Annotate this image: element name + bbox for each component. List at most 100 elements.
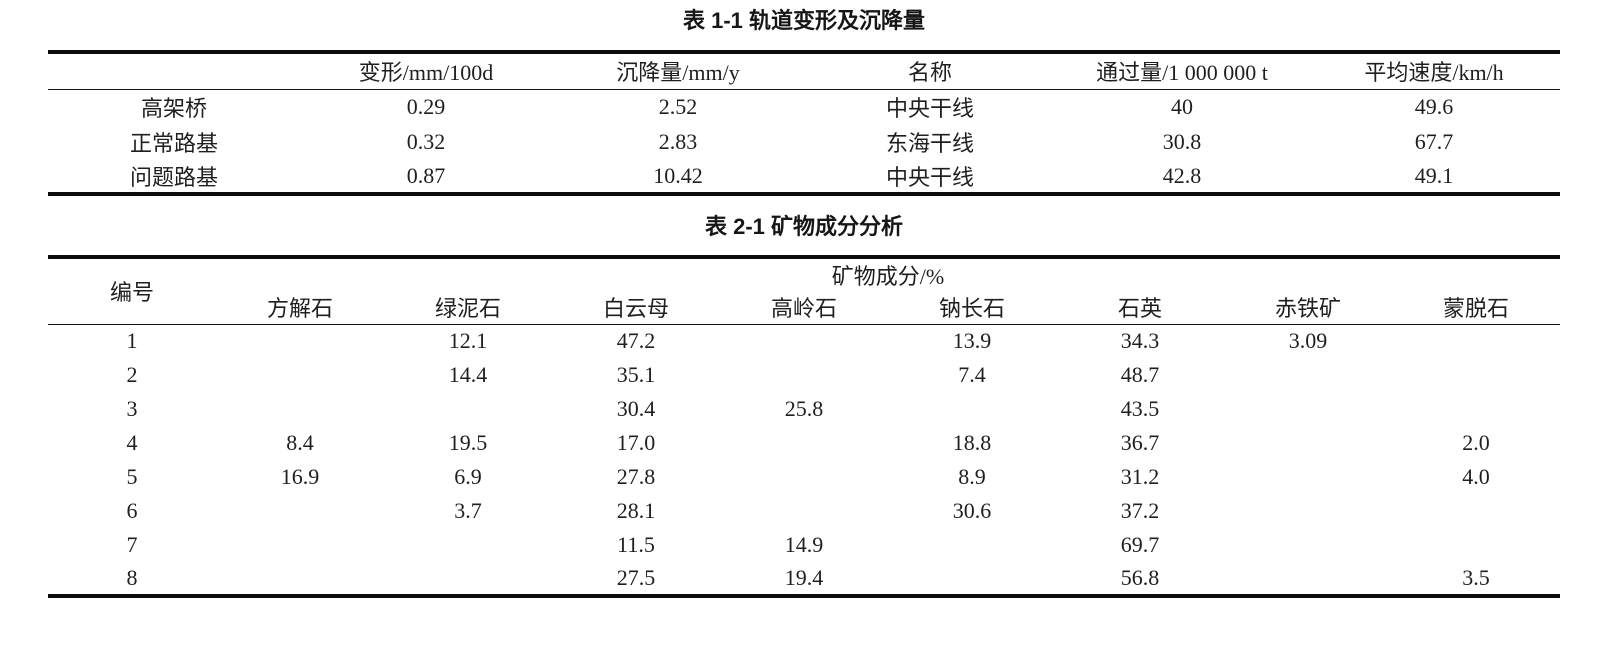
table-cell: 中央干线 [885, 164, 974, 190]
table-cell: 8.9 [958, 464, 986, 489]
table-cell: 48.7 [1120, 362, 1160, 387]
table-row: 4 8.4 19.5 17.0 18.8 36.7 2.0 [48, 426, 1560, 460]
table-cell: 18.8 [952, 430, 992, 455]
table-cell [720, 324, 888, 358]
table1: 变形/mm/100d 沉降量/mm/y 名称 通过量/1 000 000 t 平… [48, 50, 1560, 196]
table-row: 2 14.4 35.1 7.4 48.7 [48, 358, 1560, 392]
table-cell [1224, 426, 1392, 460]
table-cell: 49.1 [1414, 162, 1454, 188]
table2-header-mineral-row: 方解石 绿泥石 白云母 高岭石 钠长石 石英 赤铁矿 蒙脱石 [48, 291, 1560, 325]
table-cell: 35.1 [616, 362, 656, 387]
column-header-rowlabel [48, 52, 300, 90]
table-cell [888, 528, 1056, 562]
table-cell [384, 562, 552, 596]
table-cell: 37.2 [1120, 498, 1160, 523]
table-cell [720, 460, 888, 494]
column-header-avg-speed: 平均速度/km/h [1308, 52, 1560, 90]
table-cell: 69.7 [1120, 532, 1160, 557]
column-header-throughput: 通过量/1 000 000 t [1056, 52, 1308, 90]
column-header-calcite: 方解石 [216, 291, 384, 325]
table1-body: 高架桥 0.29 2.52 中央干线 40 49.6 正常路基 0.32 2.83 东海干线 30.… [48, 89, 1560, 194]
table-row: 问题路基 0.87 10.42 中央干线 42.8 49.1 [48, 159, 1560, 194]
column-header-name: 名称 [804, 52, 1056, 90]
table-cell: 10.42 [653, 162, 703, 188]
table-cell: 中央干线 [885, 95, 974, 121]
table-cell [1392, 392, 1560, 426]
table-cell: 问题路基 [129, 164, 218, 190]
table-cell [888, 562, 1056, 596]
table-cell: 7 [126, 532, 138, 557]
table-cell [888, 392, 1056, 426]
table-cell [216, 358, 384, 392]
column-header-muscovite: 白云母 [552, 291, 720, 325]
table1-title: 表 1-1 轨道变形及沉降量 [682, 8, 926, 33]
table-cell: 14.9 [784, 532, 824, 557]
column-header-quartz: 石英 [1056, 291, 1224, 325]
table-cell: 4.0 [1462, 464, 1490, 489]
table-row: 3 30.4 25.8 43.5 [48, 392, 1560, 426]
table-cell: 2.83 [658, 128, 698, 154]
table-cell [384, 528, 552, 562]
table-cell [216, 392, 384, 426]
table-cell: 高架桥 [140, 95, 207, 121]
table2-body: 1 12.1 47.2 13.9 34.3 3.09 2 14.4 35.1 7.4 48.7 3 30… [48, 324, 1560, 596]
column-header-hematite: 赤铁矿 [1224, 291, 1392, 325]
table-cell: 2 [126, 362, 138, 387]
table-cell: 16.9 [280, 464, 320, 489]
table-row: 高架桥 0.29 2.52 中央干线 40 49.6 [48, 89, 1560, 124]
table-cell: 19.5 [448, 430, 488, 455]
table-cell: 25.8 [784, 396, 824, 421]
table-row: 6 3.7 28.1 30.6 37.2 [48, 494, 1560, 528]
table-cell: 2.52 [658, 93, 698, 119]
table-row: 7 11.5 14.9 69.7 [48, 528, 1560, 562]
table-cell: 8 [126, 565, 138, 590]
table-cell: 11.5 [617, 532, 655, 557]
table-cell: 东海干线 [885, 130, 974, 156]
table-cell: 14.4 [448, 362, 488, 387]
table-cell [1392, 358, 1560, 392]
column-header-settlement: 沉降量/mm/y [552, 52, 804, 90]
table-row: 5 16.9 6.9 27.8 8.9 31.2 4.0 [48, 460, 1560, 494]
table-cell [216, 528, 384, 562]
table-cell: 42.8 [1162, 162, 1202, 188]
table-cell: 正常路基 [129, 130, 218, 156]
table-cell [720, 358, 888, 392]
table-cell: 30.6 [952, 498, 992, 523]
table-cell: 3 [126, 396, 138, 421]
table-cell [1224, 494, 1392, 528]
table1-header-row: 变形/mm/100d 沉降量/mm/y 名称 通过量/1 000 000 t 平… [48, 52, 1560, 90]
table-row: 8 27.5 19.4 56.8 3.5 [48, 562, 1560, 596]
table-cell [720, 494, 888, 528]
table-cell [720, 426, 888, 460]
table-cell: 5 [126, 464, 138, 489]
table-cell: 27.5 [616, 565, 656, 590]
table-cell: 6 [126, 498, 138, 523]
table-cell: 47.2 [616, 328, 656, 354]
table1-section: 表 1-1 轨道变形及沉降量 变形/mm/100d 沉降量/mm/y 名称 通过… [48, 0, 1560, 196]
table-cell: 3.7 [454, 498, 482, 523]
table-cell: 49.6 [1414, 93, 1454, 119]
table-cell: 34.3 [1120, 328, 1160, 354]
table-cell: 43.5 [1120, 396, 1160, 421]
table-cell [216, 562, 384, 596]
table-cell [1224, 392, 1392, 426]
table-cell [1392, 528, 1560, 562]
table-cell: 30.8 [1162, 128, 1202, 154]
column-header-kaolinite: 高岭石 [720, 291, 888, 325]
table-cell: 1 [126, 328, 138, 354]
table-cell: 0.32 [406, 128, 446, 154]
table-cell: 6.9 [454, 464, 482, 489]
table-cell: 56.8 [1120, 565, 1160, 590]
table2-title: 表 2-1 矿物成分分析 [704, 214, 904, 239]
table-cell: 31.2 [1120, 464, 1160, 489]
table-cell [1224, 562, 1392, 596]
table-cell: 3.09 [1288, 328, 1328, 354]
table-cell: 8.4 [286, 430, 314, 455]
table-cell: 36.7 [1120, 430, 1160, 455]
table-cell: 28.1 [616, 498, 656, 523]
column-header-albite: 钠长石 [888, 291, 1056, 325]
table-cell: 3.5 [1462, 565, 1490, 590]
table-cell [1224, 460, 1392, 494]
table-row: 正常路基 0.32 2.83 东海干线 30.8 67.7 [48, 124, 1560, 159]
